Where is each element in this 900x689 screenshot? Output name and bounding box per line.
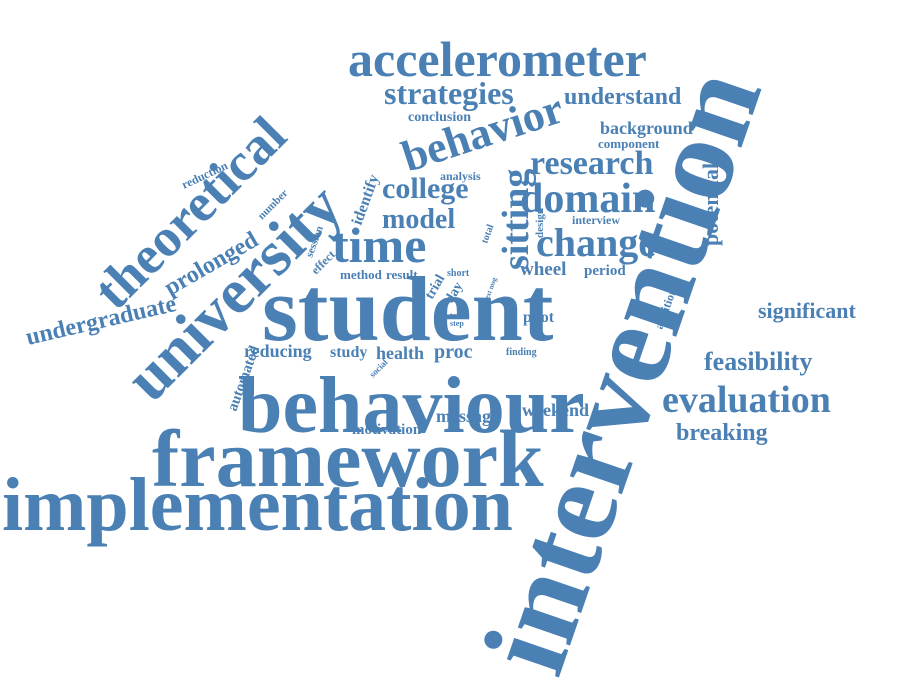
word-interview: interview — [572, 213, 620, 227]
word-study: study — [330, 344, 367, 361]
word-motivation: motivation — [352, 422, 422, 438]
word-sitting: sitting — [495, 169, 537, 270]
word-method: method — [340, 267, 383, 282]
word-breaking: breaking — [676, 420, 768, 446]
word-potential: potential — [698, 163, 723, 246]
word-component: component — [598, 136, 660, 151]
word-short: short — [447, 268, 470, 279]
word-college: college — [382, 172, 469, 205]
word-total: total — [479, 223, 496, 245]
word-background: background — [600, 118, 693, 138]
word-finding: finding — [506, 347, 537, 358]
word-significant: significant — [758, 298, 856, 323]
word-research: research — [530, 145, 653, 182]
word-pilot: pilot — [523, 309, 555, 326]
word-feasibility: feasibility — [704, 347, 812, 376]
word-model: model — [382, 204, 455, 235]
word-term: term — [450, 311, 467, 320]
word-reducing: reducing — [244, 341, 312, 361]
word-design: design — [534, 208, 546, 238]
word-understand: understand — [564, 84, 682, 110]
word-time: time — [332, 217, 426, 273]
word-weekend: weekend — [522, 400, 589, 420]
word-conclusion: conclusion — [408, 110, 471, 125]
word-behaviour: behaviour — [238, 362, 585, 450]
word-step: step — [450, 319, 464, 328]
word-period: period — [584, 263, 626, 279]
word-change: change — [536, 220, 656, 265]
word-result: result — [386, 267, 418, 282]
word-health: health — [376, 343, 424, 363]
word-framework: framework — [152, 413, 544, 504]
word-message: message — [436, 406, 499, 426]
word-proc: proc — [434, 341, 473, 363]
word-group: accelerometer strategies understand conc… — [2, 31, 856, 688]
word-evaluation: evaluation — [662, 379, 831, 421]
word-strategies: strategies — [384, 75, 514, 111]
word-implementation: implementation — [2, 463, 513, 547]
word-analysis: analysis — [440, 169, 481, 183]
word-wheel: wheel — [520, 259, 566, 280]
word-student: student — [262, 258, 554, 360]
word-accelerometer: accelerometer — [348, 31, 647, 87]
word-domain: domain — [520, 176, 655, 222]
